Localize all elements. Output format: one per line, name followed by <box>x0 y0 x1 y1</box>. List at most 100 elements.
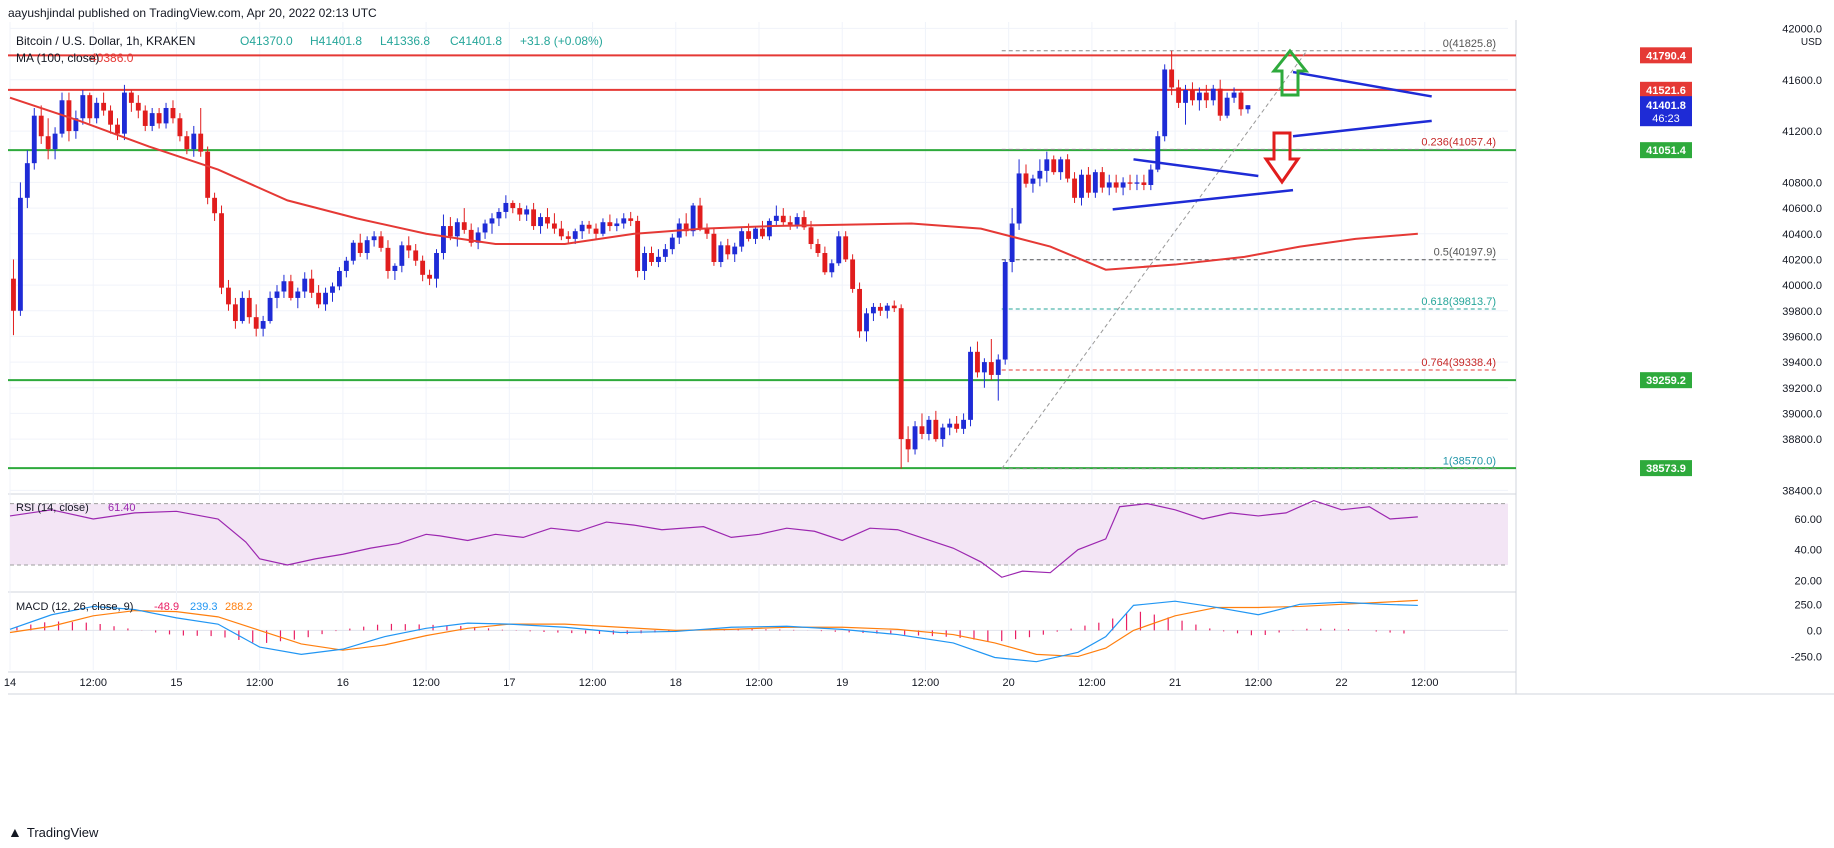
time-tick-label: 12:00 <box>912 677 940 689</box>
candle-body <box>212 197 218 214</box>
candle-body <box>760 228 765 237</box>
candle-body <box>1210 88 1216 101</box>
candle-body <box>52 133 58 150</box>
ohlc-value: C41401.8 <box>450 34 502 48</box>
macd-value: 239.3 <box>190 601 218 613</box>
trading-chart[interactable]: 0(41825.8) 0.236(41057.4) 0.5(40197.9) 0.61… <box>0 0 1834 820</box>
macd-hist-value: -48.9 <box>154 601 179 613</box>
time-tick-label: 18 <box>670 677 682 689</box>
candle-body <box>66 100 72 132</box>
candle-body <box>1113 182 1119 188</box>
candle-body <box>184 136 190 150</box>
price-tick-label: 39200.0 <box>1782 383 1822 395</box>
candle-body <box>1169 69 1175 88</box>
candle-body <box>1190 90 1195 101</box>
candle-body <box>656 256 661 262</box>
candle-body <box>330 286 335 293</box>
time-tick-label: 12:00 <box>1078 677 1106 689</box>
candle-body <box>822 253 828 273</box>
candle-body <box>1183 90 1188 103</box>
candle-body <box>1141 182 1147 185</box>
price-tick-label: 41600.0 <box>1782 75 1822 87</box>
candle-body <box>1065 159 1071 179</box>
drawings[interactable] <box>1112 48 1432 211</box>
fib-level-label: 1(38570.0) <box>1443 456 1496 468</box>
candle-body <box>704 228 710 234</box>
candle-body <box>191 133 197 150</box>
candle-body <box>877 306 883 311</box>
down-arrow-icon <box>1263 131 1301 185</box>
candle-body <box>128 92 134 103</box>
candle-body <box>642 253 647 271</box>
candle-body <box>787 222 793 225</box>
candle-body <box>850 259 856 289</box>
candle-body <box>808 227 814 245</box>
level-tag <box>1640 81 1692 98</box>
candle-body <box>226 287 231 305</box>
candle-body <box>871 306 876 314</box>
ma-value: 40386.0 <box>90 51 134 65</box>
time-axis[interactable]: 14 12:00 15 12:00 16 12:00 17 12:00 18 12:00 19 12:… <box>4 677 1439 689</box>
legend: Bitcoin / U.S. Dollar, 1h, KRAKEN MA (10… <box>16 34 603 65</box>
tradingview-logo[interactable]: ▲ TradingView <box>8 824 98 840</box>
candle-body <box>399 245 405 266</box>
candle-body <box>725 245 731 255</box>
candle-body <box>815 244 821 254</box>
fibonacci-retracement[interactable]: 0(41825.8) 0.236(41057.4) 0.5(40197.9) 0.61… <box>1001 38 1496 470</box>
candle-body <box>420 260 426 275</box>
candle-body <box>1085 174 1091 193</box>
candle-body <box>38 115 44 137</box>
price-tick-label: 40800.0 <box>1782 177 1822 189</box>
candle-body <box>135 102 141 111</box>
candle-body <box>1224 97 1230 116</box>
currency-label: USD <box>1801 37 1822 48</box>
candle-body <box>1079 174 1084 198</box>
candle-body <box>829 263 835 273</box>
candle-body <box>1099 172 1105 188</box>
candle-body <box>607 222 613 227</box>
candle-body <box>1231 92 1237 98</box>
candle-body <box>947 423 953 428</box>
candle-body <box>468 229 474 243</box>
candle-body <box>773 215 779 221</box>
level-tag-label: 41521.6 <box>1646 85 1686 97</box>
candle-body <box>1162 69 1168 137</box>
macd-signal-line <box>9 599 1418 658</box>
candle-body <box>454 222 460 237</box>
triangle-trendline <box>1133 158 1259 178</box>
candle-body <box>434 253 439 279</box>
macd-tick-label: 250.0 <box>1794 599 1822 611</box>
fib-level-label: 0.5(40197.9) <box>1434 247 1496 259</box>
moving-average: 40386.0 <box>9 51 1418 271</box>
candle-body <box>510 202 516 209</box>
candle-body <box>753 228 758 239</box>
candle-body <box>579 224 585 232</box>
time-tick-label: 15 <box>170 677 182 689</box>
candle-body <box>538 217 543 227</box>
candle-body <box>593 228 599 234</box>
candle-body <box>662 249 668 257</box>
ohlc-value: H41401.8 <box>310 34 362 48</box>
candle-body <box>316 292 322 305</box>
candle-body <box>253 317 259 329</box>
triangle-trendline <box>1112 188 1294 211</box>
candle-body <box>517 208 523 215</box>
price-axis[interactable]: 42000.0 41600.0 41200.0 40800.0 40600.0 40400… <box>1640 23 1822 497</box>
ohlc-value: O41370.0 <box>240 34 293 48</box>
candle-body <box>912 426 918 450</box>
candle-body <box>1009 223 1015 262</box>
candle-body <box>746 231 752 239</box>
candle-body <box>919 426 925 434</box>
candle-body <box>482 223 488 233</box>
countdown-label: 46:23 <box>1652 113 1680 125</box>
candle-body <box>794 217 800 225</box>
symbol-title: Bitcoin / U.S. Dollar, 1h, KRAKEN <box>16 34 195 48</box>
time-tick-label: 12:00 <box>1245 677 1273 689</box>
macd-title: MACD (12, 26, close, 9) <box>16 601 133 613</box>
candle-body <box>94 102 100 119</box>
candle-body <box>649 253 654 262</box>
candle-body <box>628 218 634 221</box>
fib-level-label: 0.236(41057.4) <box>1421 136 1496 148</box>
candle-body <box>413 250 419 261</box>
candle-body <box>683 223 689 232</box>
